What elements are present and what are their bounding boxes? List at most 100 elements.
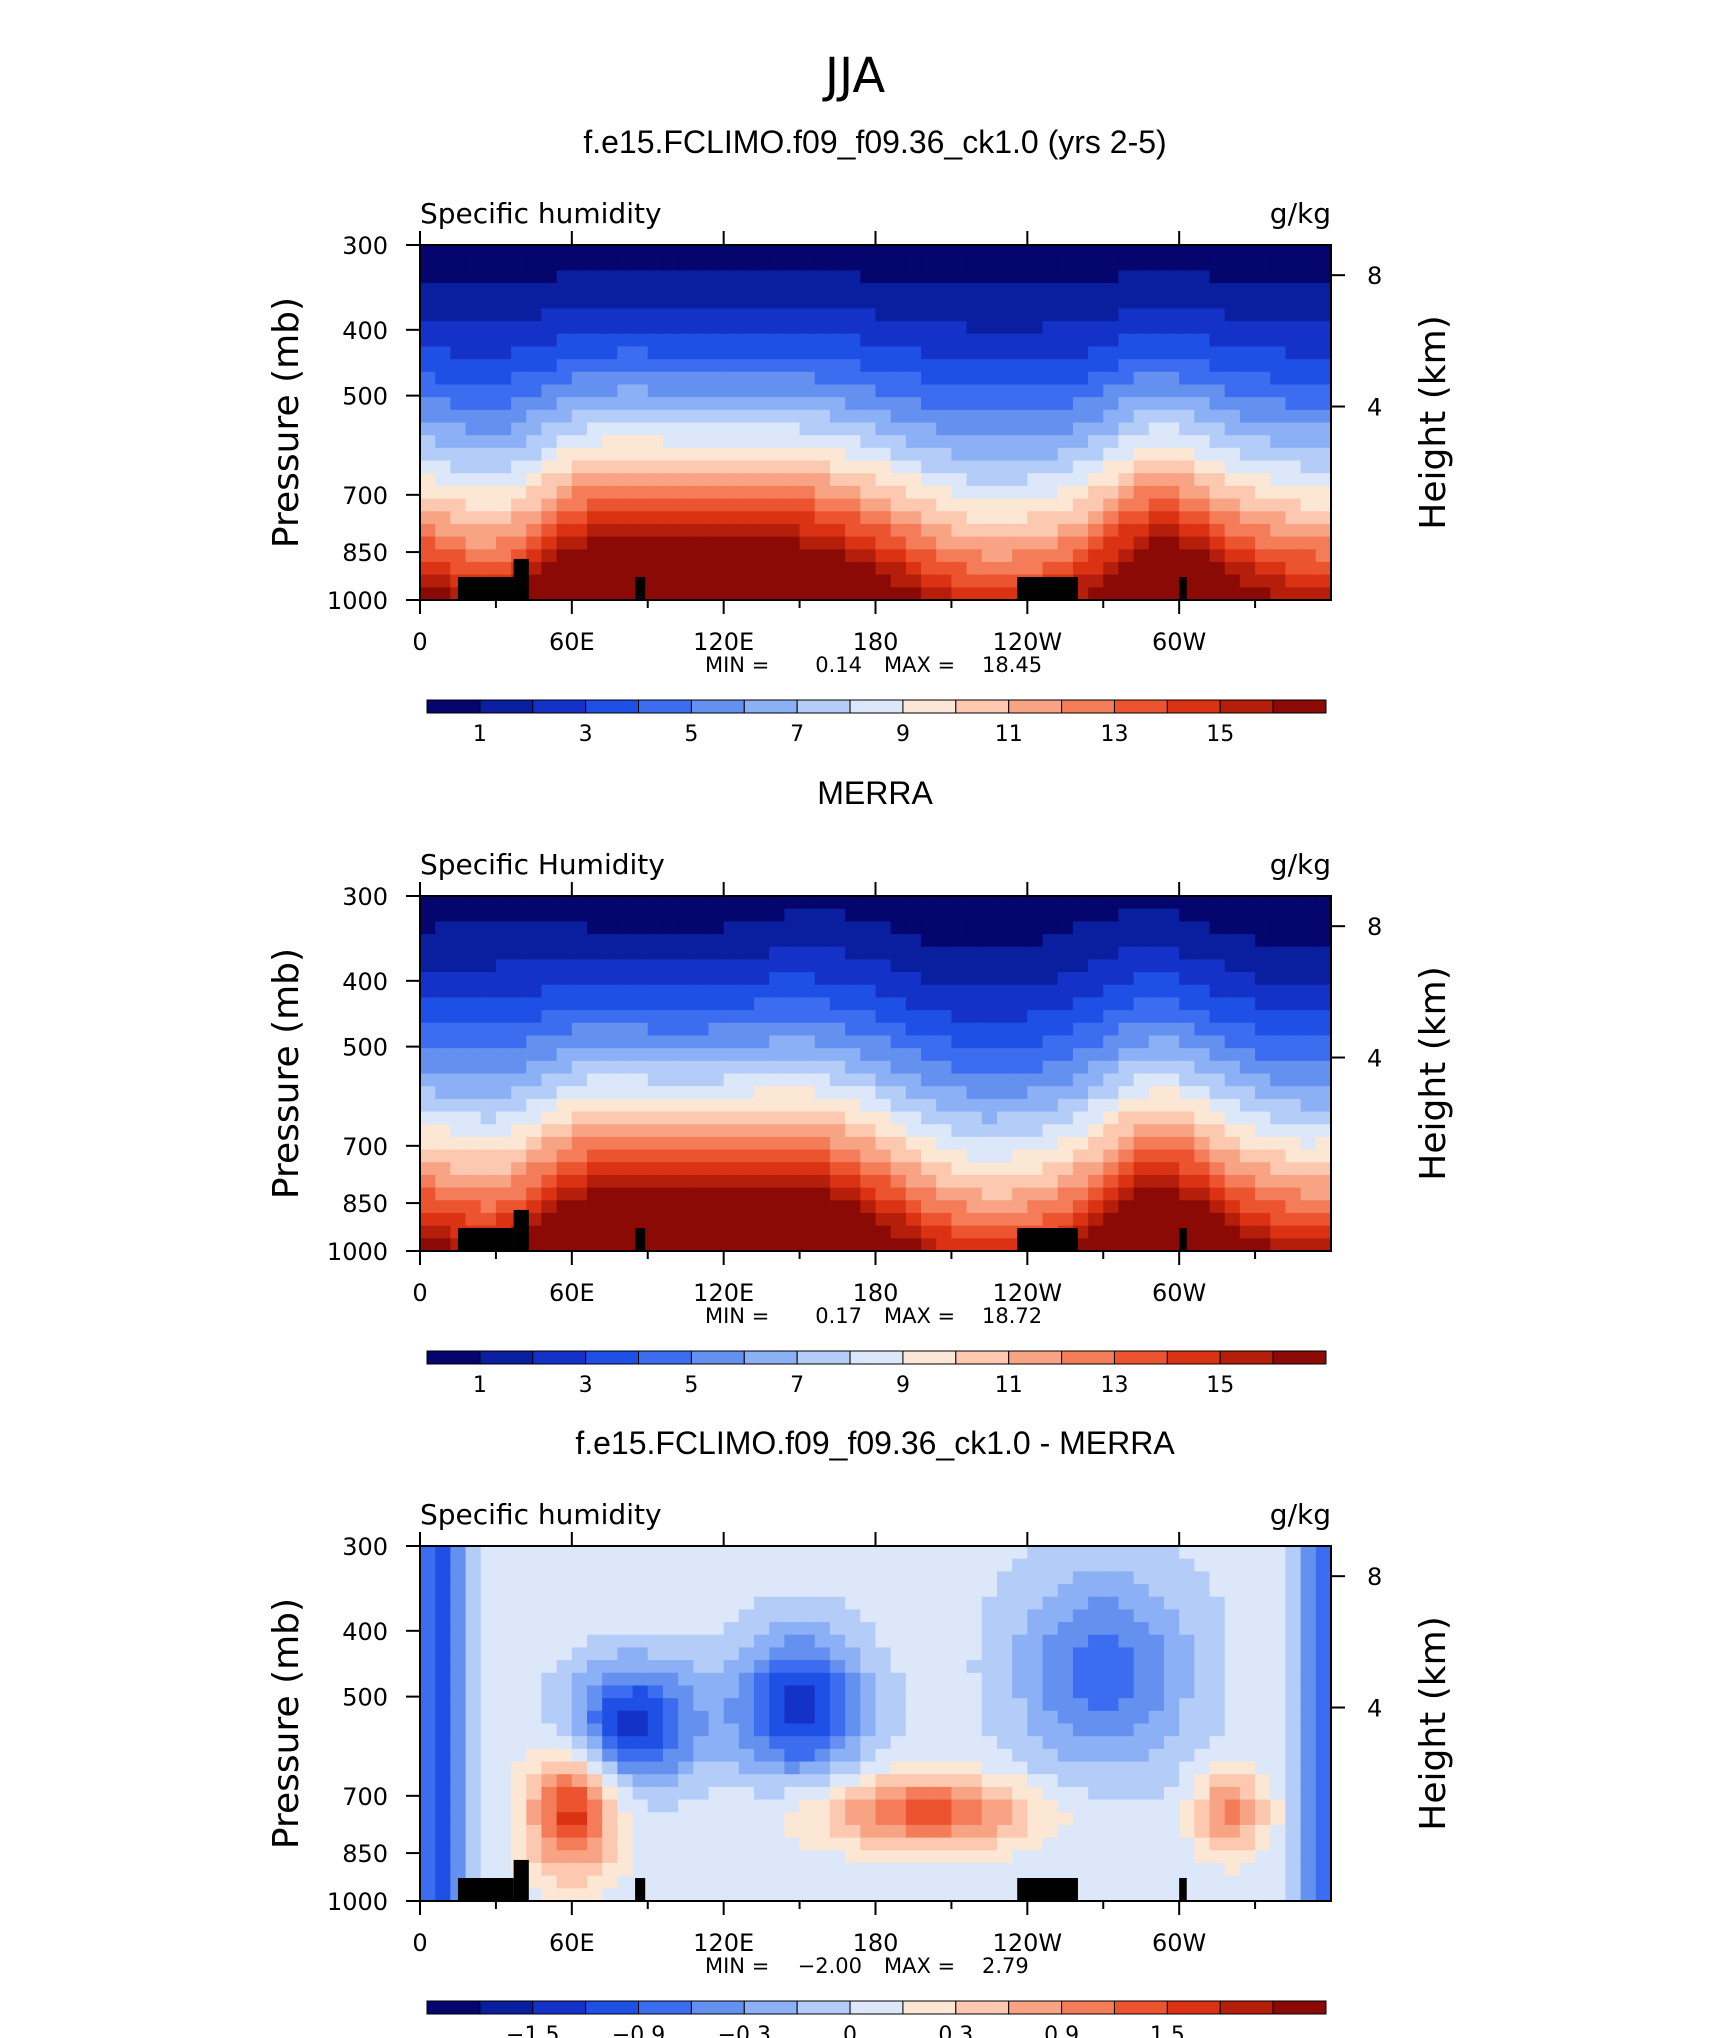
field-cell	[799, 959, 816, 973]
field-cell	[1179, 270, 1195, 284]
field-cell	[1012, 1824, 1028, 1839]
field-cell	[799, 511, 816, 525]
field-cell	[480, 409, 497, 424]
field-cell	[1133, 1647, 1150, 1661]
field-cell	[723, 447, 740, 462]
field-cell	[723, 1862, 740, 1877]
field-cell	[1012, 359, 1028, 373]
field-cell	[1285, 346, 1302, 360]
field-cell	[860, 447, 877, 462]
field-cell	[723, 422, 740, 436]
field-cell	[1148, 1136, 1165, 1151]
field-cell	[1133, 997, 1150, 1011]
field-cell	[921, 1609, 937, 1623]
field-cell	[966, 984, 983, 999]
field-cell	[1194, 346, 1211, 360]
field-cell	[784, 972, 801, 986]
field-cell	[1255, 574, 1271, 588]
field-cell	[829, 359, 846, 373]
field-cell	[1163, 1212, 1180, 1227]
field-cell	[769, 908, 785, 922]
field-cell	[647, 371, 664, 386]
field-cell	[632, 1558, 649, 1572]
field-cell	[678, 1850, 694, 1864]
field-cell	[571, 959, 588, 973]
contour-field	[420, 245, 1332, 601]
field-cell	[981, 1022, 998, 1037]
field-cell	[905, 245, 922, 259]
field-cell	[1072, 549, 1089, 563]
field-cell	[1255, 1111, 1271, 1125]
field-cell	[738, 1124, 755, 1138]
field-cell	[1057, 1584, 1074, 1598]
field-cell	[890, 574, 907, 588]
field-cell	[1179, 1596, 1195, 1610]
field-cell	[662, 1748, 679, 1763]
field-cell	[541, 946, 558, 960]
field-cell	[1224, 460, 1241, 474]
field-cell	[526, 1888, 543, 1902]
field-cell	[556, 1571, 573, 1585]
field-cell	[541, 1546, 558, 1560]
field-cell	[465, 283, 482, 297]
field-cell	[814, 997, 831, 1011]
topography-block	[1017, 577, 1078, 600]
field-cell	[845, 1875, 861, 1889]
field-cell	[738, 959, 755, 973]
field-cell	[951, 1060, 968, 1075]
field-cell	[556, 1124, 573, 1138]
field-cell	[602, 245, 618, 259]
field-cell	[708, 574, 725, 588]
field-cell	[829, 460, 846, 474]
field-cell	[1209, 435, 1226, 449]
field-cell	[571, 1571, 588, 1585]
field-cell	[1103, 409, 1120, 424]
field-cell	[480, 1212, 497, 1227]
field-cell	[693, 1837, 710, 1851]
field-cell	[981, 1672, 998, 1687]
field-cell	[738, 1584, 755, 1598]
field-cell	[435, 1073, 451, 1087]
field-cell	[921, 574, 937, 588]
field-cell	[723, 908, 740, 922]
field-cell	[845, 1073, 861, 1087]
field-cell	[1027, 523, 1044, 538]
field-cell	[981, 485, 998, 500]
field-cell	[1209, 896, 1226, 910]
field-cell	[1012, 896, 1028, 910]
field-cell	[829, 1571, 846, 1585]
field-cell	[1042, 1124, 1059, 1138]
field-cell	[1270, 245, 1287, 259]
field-cell	[708, 1660, 725, 1674]
field-cell	[936, 1862, 953, 1877]
field-cell	[784, 946, 801, 960]
field-cell	[420, 1799, 436, 1813]
field-cell	[890, 1124, 907, 1138]
field-cell	[647, 435, 664, 449]
field-cell	[632, 523, 649, 538]
field-cell	[420, 321, 436, 335]
field-cell	[875, 946, 892, 960]
field-cell	[1270, 384, 1287, 398]
field-cell	[511, 1073, 527, 1087]
variable-label: Specific Humidity	[420, 848, 665, 881]
field-cell	[662, 1149, 679, 1163]
field-cell	[495, 1622, 512, 1636]
field-cell	[632, 1048, 649, 1062]
field-cell	[420, 1596, 436, 1610]
field-cell	[678, 1824, 694, 1839]
field-cell	[1179, 511, 1195, 525]
field-cell	[1057, 1698, 1074, 1712]
field-cell	[951, 946, 968, 960]
field-cell	[723, 1647, 740, 1661]
field-cell	[420, 1111, 436, 1125]
field-cell	[480, 1824, 497, 1839]
field-cell	[921, 536, 937, 550]
field-cell	[981, 1761, 998, 1775]
field-cell	[814, 1736, 831, 1750]
field-cell	[708, 1634, 725, 1649]
field-cell	[1270, 1136, 1287, 1151]
field-cell	[1133, 1162, 1150, 1176]
field-cell	[495, 498, 512, 512]
field-cell	[1027, 1558, 1044, 1572]
